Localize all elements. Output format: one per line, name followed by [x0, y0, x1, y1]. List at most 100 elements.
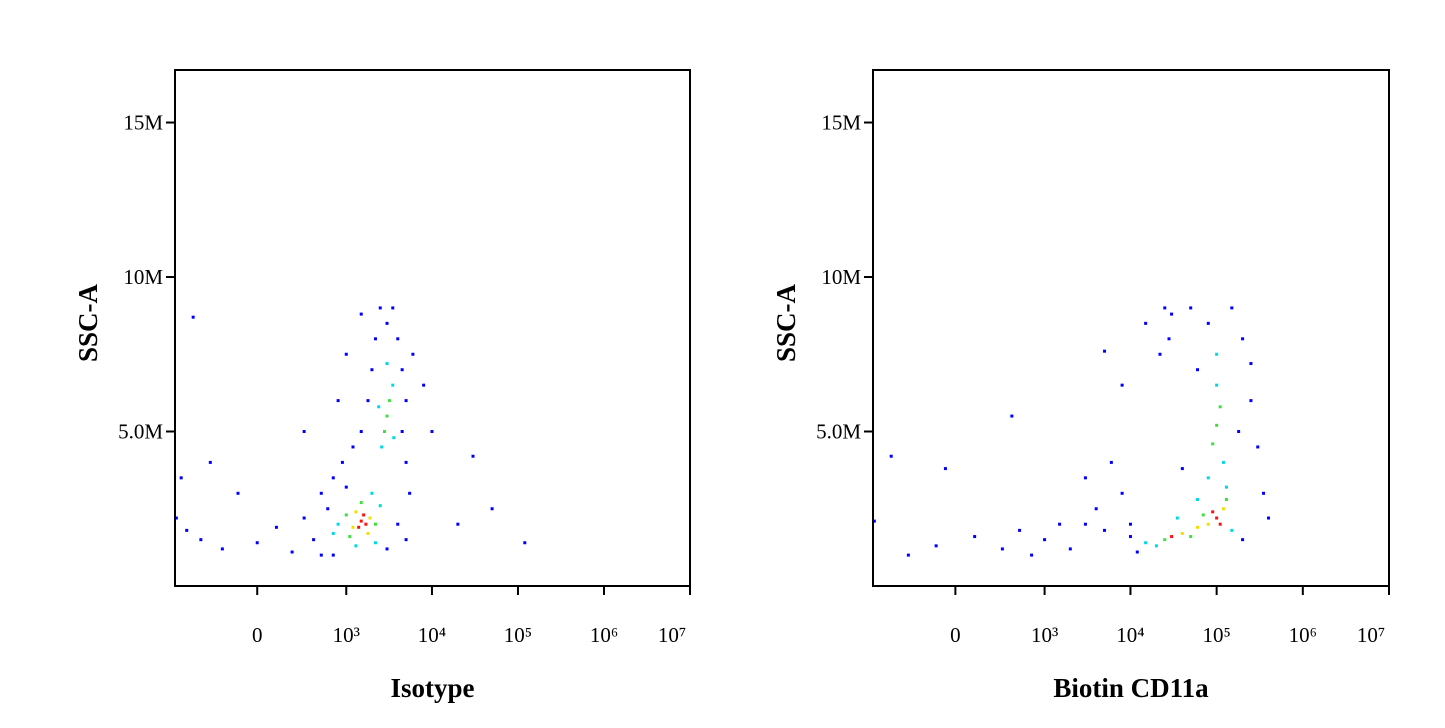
- data-point: [1128, 522, 1132, 526]
- data-point: [456, 522, 460, 526]
- data-point: [1128, 535, 1132, 539]
- data-point: [185, 528, 189, 532]
- data-point: [934, 544, 938, 548]
- panel: 0 10³ 10⁴ 10⁵ 10⁶ 10⁷ 5.0M 10M 15M Biotin CD11a SS…: [771, 69, 1390, 703]
- data-point: [1000, 547, 1004, 551]
- data-point: [208, 460, 212, 464]
- data-point: [1267, 516, 1271, 520]
- data-point: [1215, 423, 1219, 427]
- data-point: [391, 383, 395, 387]
- data-point: [1103, 528, 1107, 532]
- x-tick-label: 10⁵: [504, 623, 532, 647]
- data-point: [331, 531, 335, 535]
- data-point: [385, 321, 389, 325]
- data-point: [354, 510, 358, 514]
- data-point: [359, 519, 363, 523]
- data-point: [1196, 525, 1200, 529]
- data-point: [1135, 550, 1139, 554]
- data-point: [1224, 485, 1228, 489]
- data-point: [366, 531, 370, 535]
- data-point: [1175, 516, 1179, 520]
- x-tick-label: 10³: [333, 623, 360, 647]
- data-point: [1218, 405, 1222, 409]
- data-point: [1221, 460, 1225, 464]
- x-tick-label: 0: [252, 623, 263, 647]
- data-point: [422, 383, 426, 387]
- data-point: [1249, 362, 1253, 366]
- data-point: [385, 547, 389, 551]
- data-point: [1224, 497, 1228, 501]
- data-point: [370, 368, 374, 372]
- data-point: [1180, 467, 1184, 471]
- data-point: [236, 491, 240, 495]
- data-point: [362, 513, 366, 517]
- data-point: [1043, 538, 1047, 542]
- data-point: [380, 445, 384, 449]
- data-point: [906, 553, 910, 557]
- data-point: [1241, 538, 1245, 542]
- data-point: [404, 538, 408, 542]
- data-point: [290, 550, 294, 554]
- data-point: [1211, 442, 1215, 446]
- data-point: [340, 460, 344, 464]
- x-tick-label: 10⁵: [1202, 623, 1230, 647]
- data-point: [359, 430, 363, 434]
- data-point: [391, 306, 395, 310]
- data-point: [220, 547, 224, 551]
- data-point: [1256, 445, 1260, 449]
- data-point: [404, 460, 408, 464]
- data-point: [1068, 547, 1072, 551]
- data-point: [1144, 541, 1148, 545]
- data-point: [1144, 321, 1148, 325]
- data-point: [1154, 544, 1158, 548]
- data-point: [1083, 522, 1087, 526]
- data-point: [1221, 507, 1225, 511]
- data-point: [1083, 476, 1087, 480]
- data-point: [191, 315, 195, 319]
- data-point: [943, 467, 947, 471]
- data-point: [364, 522, 368, 526]
- data-point: [1215, 383, 1219, 387]
- data-point: [344, 352, 348, 356]
- data-point: [373, 541, 377, 545]
- data-point: [396, 522, 400, 526]
- data-point: [1196, 497, 1200, 501]
- data-point: [1211, 510, 1215, 514]
- y-tick-label: 15M: [123, 111, 163, 135]
- data-point: [392, 436, 396, 440]
- data-point: [1262, 491, 1266, 495]
- data-point: [351, 525, 355, 529]
- data-point: [1201, 513, 1205, 517]
- data-point: [387, 399, 391, 403]
- data-point: [1120, 383, 1124, 387]
- data-point: [368, 516, 372, 520]
- x-tick-label: 0: [950, 623, 961, 647]
- data-point: [1218, 522, 1222, 526]
- y-tick-label: 15M: [821, 111, 861, 135]
- x-tick-label: 10⁶: [590, 623, 618, 647]
- data-point: [490, 507, 494, 511]
- data-point: [179, 476, 183, 480]
- data-point: [359, 501, 363, 505]
- data-point: [255, 541, 259, 545]
- data-point: [373, 337, 377, 341]
- data-point: [1120, 491, 1124, 495]
- data-point: [1189, 306, 1193, 310]
- data-point: [366, 399, 370, 403]
- data-point: [336, 522, 340, 526]
- data-point: [471, 454, 475, 458]
- x-tick-label: 10³: [1031, 623, 1058, 647]
- x-axis-label: Isotype: [390, 673, 474, 703]
- data-point: [385, 414, 389, 418]
- y-tick-label: 5.0M: [118, 420, 163, 444]
- x-tick-label: 10⁶: [1289, 623, 1317, 647]
- data-point: [1215, 352, 1219, 356]
- x-axis-label: Biotin CD11a: [1053, 673, 1209, 703]
- data-point: [400, 430, 404, 434]
- data-point: [373, 522, 377, 526]
- data-point: [1180, 531, 1184, 535]
- y-axis-label: SSC-A: [771, 283, 801, 362]
- data-point: [326, 507, 330, 511]
- data-point: [1215, 516, 1219, 520]
